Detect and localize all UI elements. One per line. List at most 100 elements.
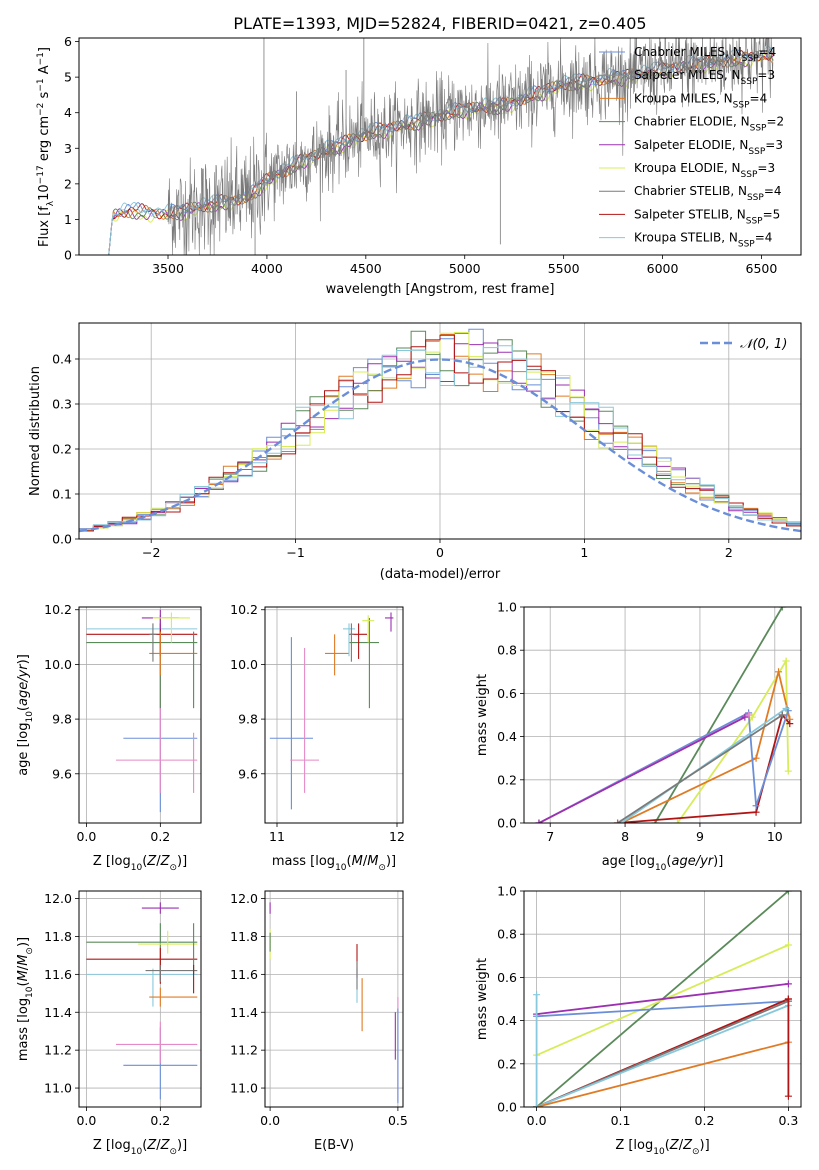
y-tick-label: 0.8 — [497, 927, 517, 942]
x-tick-label: 5500 — [548, 261, 580, 276]
mass-weight-marker — [673, 819, 681, 823]
legend-entry: Kroupa ELODIE, NSSP=3 — [634, 161, 775, 180]
x-tick-label: 0.2 — [695, 1113, 715, 1128]
y-tick-label: 0.1 — [52, 487, 72, 502]
y-tick-label: 5 — [64, 70, 72, 85]
y-tick-label: 0.0 — [52, 532, 72, 547]
x-axis-label: Z [log10(Z/Z⊙)] — [615, 1138, 709, 1157]
mass-weight-marker — [533, 991, 541, 999]
y-tick-label: 11.0 — [44, 1081, 72, 1096]
mass-weight-marker — [784, 980, 792, 988]
y-tick-label: 6 — [64, 34, 72, 49]
x-tick-label: 5000 — [449, 261, 481, 276]
x-tick-label: 0.0 — [527, 1113, 547, 1128]
x-tick-label: 4500 — [350, 261, 382, 276]
x-tick-label: 8 — [621, 829, 629, 844]
x-tick-label: 6000 — [647, 261, 679, 276]
x-tick-label: 0.3 — [778, 1113, 798, 1128]
y-tick-label: 10.2 — [44, 602, 72, 617]
y-axis-label: mass weight — [475, 958, 490, 1040]
mass-weight-marker — [752, 754, 760, 762]
y-tick-label: 9.6 — [238, 766, 258, 781]
histogram-plot — [79, 328, 801, 533]
x-tick-label: 0 — [436, 545, 444, 560]
mass-weight-marker — [784, 941, 792, 949]
x-axis-label: Z [log10(Z/Z⊙)] — [93, 854, 187, 873]
mass-weight-marker — [784, 995, 792, 1003]
mass-weight-marker — [535, 819, 543, 823]
x-axis-label: wavelength [Angstrom, rest frame] — [326, 282, 555, 297]
axes-frame — [78, 606, 202, 824]
line-plot — [535, 607, 794, 823]
legend-entry: Kroupa MILES, NSSP=4 — [634, 91, 767, 110]
mass-weight-marker — [786, 720, 794, 728]
mass-weight-marker — [533, 1103, 541, 1107]
y-tick-label: 11.2 — [230, 1043, 258, 1058]
x-axis-label: E(B-V) — [314, 1138, 354, 1153]
mass-weight-marker — [778, 711, 786, 719]
y-tick-label: 0.0 — [497, 816, 517, 831]
axes-frame — [264, 606, 404, 824]
x-axis-label: Z [log10(Z/Z⊙)] — [93, 1138, 187, 1157]
y-tick-label: 10.0 — [230, 657, 258, 672]
y-tick-label: 11.6 — [44, 967, 72, 982]
gaussian-reference-curve — [79, 358, 801, 533]
mass-weight-marker — [752, 802, 760, 810]
figure-title: PLATE=1393, MJD=52824, FIBERID=0421, z=0… — [233, 14, 646, 33]
y-tick-label: 1 — [64, 212, 72, 227]
axes-frame — [78, 890, 202, 1108]
x-axis-label: (data-model)/error — [380, 567, 501, 582]
y-tick-label: 0.6 — [497, 686, 517, 701]
errorbar-plot — [86, 609, 198, 813]
x-tick-label: 1 — [580, 545, 588, 560]
mass-weight-marker — [778, 607, 786, 611]
y-tick-label: 12.0 — [44, 891, 72, 906]
y-tick-label: 9.8 — [52, 712, 72, 727]
x-tick-label: 0.1 — [611, 1113, 631, 1128]
x-tick-label: 0.0 — [76, 829, 96, 844]
y-tick-label: 12.0 — [230, 891, 258, 906]
x-tick-label: 3500 — [152, 261, 184, 276]
y-axis-label: mass [log10(M/M⊙)] — [16, 937, 35, 1061]
y-tick-label: 0.6 — [497, 970, 517, 985]
mass-weight-series — [654, 607, 784, 823]
mass-weight-series — [536, 1004, 789, 1107]
y-tick-label: 0.2 — [52, 442, 72, 457]
x-tick-label: 0.2 — [150, 1113, 170, 1128]
legend-entry: Kroupa STELIB, NSSP=4 — [634, 231, 772, 250]
y-axis-label: age [log10(age/yr)] — [16, 654, 35, 776]
axes-frame — [523, 606, 802, 824]
x-tick-label: 7 — [546, 829, 554, 844]
y-tick-label: 11.0 — [230, 1081, 258, 1096]
x-tick-label: 9 — [696, 829, 704, 844]
x-axis-label: age [log10(age/yr)] — [602, 854, 724, 873]
mass-weight-marker — [775, 668, 783, 676]
y-tick-label: 11.4 — [44, 1005, 72, 1020]
axes-frame — [523, 890, 802, 1108]
y-tick-label: 2 — [64, 176, 72, 191]
legend-entry: Salpeter STELIB, NSSP=5 — [634, 207, 780, 226]
mass-weight-marker — [784, 767, 792, 775]
mass-weight-series — [617, 714, 783, 823]
mass-weight-marker — [782, 705, 790, 713]
mass-weight-series — [536, 944, 789, 1057]
mass-weight-marker — [614, 819, 622, 823]
y-tick-label: 11.6 — [230, 967, 258, 982]
y-tick-label: 0.4 — [497, 1013, 517, 1028]
x-tick-label: −2 — [142, 545, 160, 560]
legend-entry: Chabrier MILES, NSSP=4 — [634, 45, 776, 64]
histogram-series — [79, 334, 801, 532]
y-tick-label: 11.4 — [230, 1005, 258, 1020]
observed-spectrum-line — [167, 38, 774, 255]
y-tick-label: 11.2 — [44, 1043, 72, 1058]
y-tick-label: 0.2 — [497, 772, 517, 787]
y-tick-label: 0 — [64, 248, 72, 263]
y-axis-label: Normed distribution — [28, 366, 43, 496]
x-tick-label: 10 — [767, 829, 783, 844]
mass-weight-marker — [782, 657, 790, 665]
x-tick-label: 4000 — [251, 261, 283, 276]
mass-weight-series — [620, 671, 791, 823]
y-tick-label: 1.0 — [497, 600, 517, 615]
y-tick-label: 9.6 — [52, 766, 72, 781]
histogram-series — [79, 332, 801, 531]
